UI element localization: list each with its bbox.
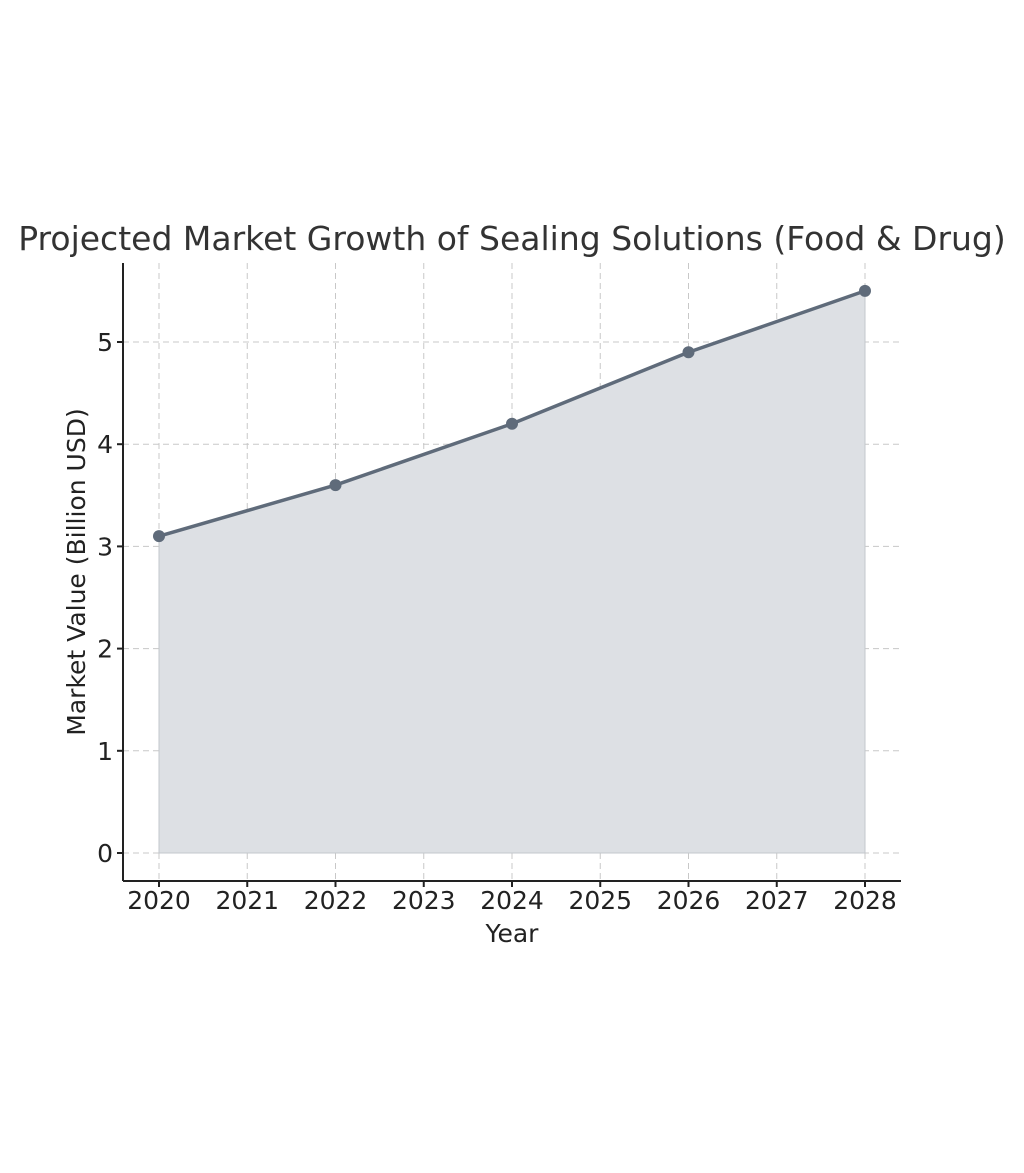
x-tick-label: 2026 <box>657 886 721 915</box>
y-tick-label: 4 <box>97 430 113 459</box>
x-tick-label: 2021 <box>215 886 279 915</box>
x-tick-label: 2028 <box>833 886 897 915</box>
y-axis-label: Market Value (Billion USD) <box>62 408 91 735</box>
y-tick-label: 0 <box>97 839 113 868</box>
x-tick-label: 2025 <box>568 886 632 915</box>
data-point <box>682 346 695 359</box>
x-tick-label: 2024 <box>480 886 544 915</box>
y-tick-label: 2 <box>97 635 113 664</box>
y-tick-label: 5 <box>97 328 113 357</box>
x-tick-label: 2022 <box>304 886 368 915</box>
chart-title: Projected Market Growth of Sealing Solut… <box>18 219 1006 258</box>
data-point <box>506 417 518 430</box>
y-tick-label: 1 <box>97 737 113 766</box>
data-point <box>859 284 871 297</box>
x-tick-label: 2023 <box>392 886 456 915</box>
data-point <box>329 479 342 492</box>
x-tick-label: 2027 <box>745 886 809 915</box>
tick-layer: 2020 2021 2022 2023 2024 2025 2026 2027 2028 0 1 2 3… <box>97 328 897 915</box>
y-tick-label: 3 <box>97 532 113 561</box>
data-point <box>153 530 165 543</box>
series-layer <box>153 284 871 543</box>
x-tick-label: 2020 <box>127 886 191 915</box>
x-axis-label: Year <box>485 919 540 948</box>
